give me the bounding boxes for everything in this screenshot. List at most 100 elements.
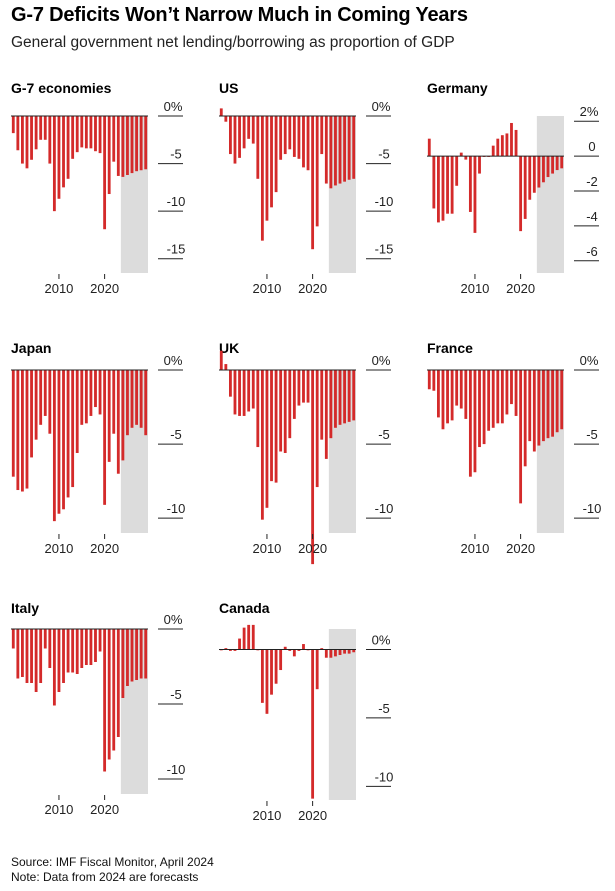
bar bbox=[242, 627, 246, 650]
bar bbox=[75, 116, 79, 153]
chart-panel: Japan 0% -5 -10 2010 2020 bbox=[11, 340, 185, 556]
bar bbox=[510, 122, 513, 157]
forecast-shade bbox=[328, 116, 356, 273]
bar bbox=[274, 649, 278, 684]
bar bbox=[555, 370, 559, 433]
y-tick-label: -10 bbox=[375, 501, 394, 516]
bar bbox=[473, 370, 477, 473]
bar bbox=[473, 156, 477, 233]
bar bbox=[546, 156, 550, 178]
bar bbox=[324, 370, 328, 459]
bar bbox=[39, 370, 43, 425]
bar bbox=[532, 370, 536, 452]
bar bbox=[324, 649, 328, 658]
bar bbox=[270, 116, 273, 208]
bar bbox=[265, 649, 269, 714]
bar bbox=[224, 648, 228, 650]
bar bbox=[560, 156, 564, 169]
bar bbox=[297, 649, 301, 651]
bar bbox=[334, 370, 337, 428]
chart-panel: US 0% -5 -10 -15 2010 2020 bbox=[219, 80, 393, 296]
bar bbox=[21, 116, 24, 164]
bar bbox=[441, 370, 445, 430]
bar bbox=[103, 370, 107, 505]
bar bbox=[537, 156, 541, 188]
bar bbox=[238, 638, 241, 650]
bar bbox=[75, 370, 79, 453]
bar bbox=[352, 649, 356, 653]
forecast-shade bbox=[120, 116, 148, 273]
bar bbox=[320, 116, 324, 155]
bar bbox=[80, 116, 84, 148]
y-tick-label: -15 bbox=[375, 242, 394, 257]
bar bbox=[25, 116, 29, 169]
bar bbox=[500, 370, 504, 424]
y-tick-label: -5 bbox=[378, 147, 390, 162]
bar bbox=[34, 629, 38, 692]
bar bbox=[103, 629, 107, 772]
bar bbox=[523, 370, 527, 467]
bar bbox=[519, 370, 523, 504]
bar bbox=[57, 629, 61, 692]
bar bbox=[306, 370, 310, 403]
bar bbox=[30, 629, 33, 683]
y-tick-label: 0% bbox=[164, 353, 183, 368]
bar bbox=[126, 370, 129, 436]
bar bbox=[459, 152, 463, 157]
panel-title: Italy bbox=[11, 600, 39, 616]
y-tick-label: -10 bbox=[167, 194, 186, 209]
bar bbox=[446, 156, 449, 214]
forecast-note: Note: Data from 2024 are forecasts bbox=[11, 870, 199, 884]
y-tick-label: -2 bbox=[586, 174, 598, 189]
bar bbox=[302, 116, 305, 168]
bar bbox=[441, 156, 445, 221]
bar bbox=[98, 629, 102, 652]
bar bbox=[542, 370, 545, 442]
bar bbox=[219, 108, 223, 116]
bar bbox=[103, 116, 107, 230]
bar bbox=[62, 116, 65, 188]
bar bbox=[139, 629, 143, 679]
bar bbox=[288, 649, 292, 651]
bar bbox=[39, 116, 43, 140]
bar bbox=[334, 116, 337, 186]
bar bbox=[94, 116, 97, 152]
bar bbox=[247, 116, 251, 139]
bar bbox=[21, 629, 24, 677]
chart-panel: Germany 2% 0 -2 -4 -6 2010 2020 bbox=[427, 80, 599, 296]
x-tick-label: 2020 bbox=[90, 541, 119, 556]
bar bbox=[62, 629, 65, 683]
bar bbox=[11, 629, 15, 649]
chart-panel: UK 0% -5 -10 2010 2020 bbox=[219, 340, 394, 565]
bar bbox=[112, 116, 116, 162]
forecast-shade bbox=[120, 629, 148, 794]
bar bbox=[546, 370, 550, 439]
y-tick-label: -5 bbox=[378, 427, 390, 442]
bar bbox=[112, 629, 116, 751]
bar bbox=[491, 370, 495, 428]
bar bbox=[311, 649, 315, 799]
bar bbox=[57, 116, 61, 199]
bar bbox=[139, 370, 143, 428]
bar bbox=[551, 370, 554, 437]
bar bbox=[265, 370, 269, 508]
bar bbox=[528, 370, 532, 442]
chart-panel: France 0% -5 -10 2010 2020 bbox=[427, 340, 601, 556]
bar bbox=[43, 370, 47, 416]
bar bbox=[30, 370, 33, 458]
bar bbox=[116, 629, 120, 737]
bar bbox=[224, 116, 228, 122]
panel-title: Germany bbox=[427, 80, 488, 96]
bar bbox=[437, 156, 440, 223]
bar bbox=[16, 370, 20, 491]
bar bbox=[130, 370, 134, 428]
bar bbox=[338, 116, 342, 184]
bar bbox=[11, 370, 15, 477]
bar bbox=[238, 370, 241, 416]
bar bbox=[43, 629, 47, 649]
bar bbox=[25, 370, 29, 489]
forecast-shade bbox=[536, 116, 564, 273]
bar bbox=[478, 370, 481, 448]
bar bbox=[144, 370, 148, 436]
bar bbox=[21, 370, 24, 492]
